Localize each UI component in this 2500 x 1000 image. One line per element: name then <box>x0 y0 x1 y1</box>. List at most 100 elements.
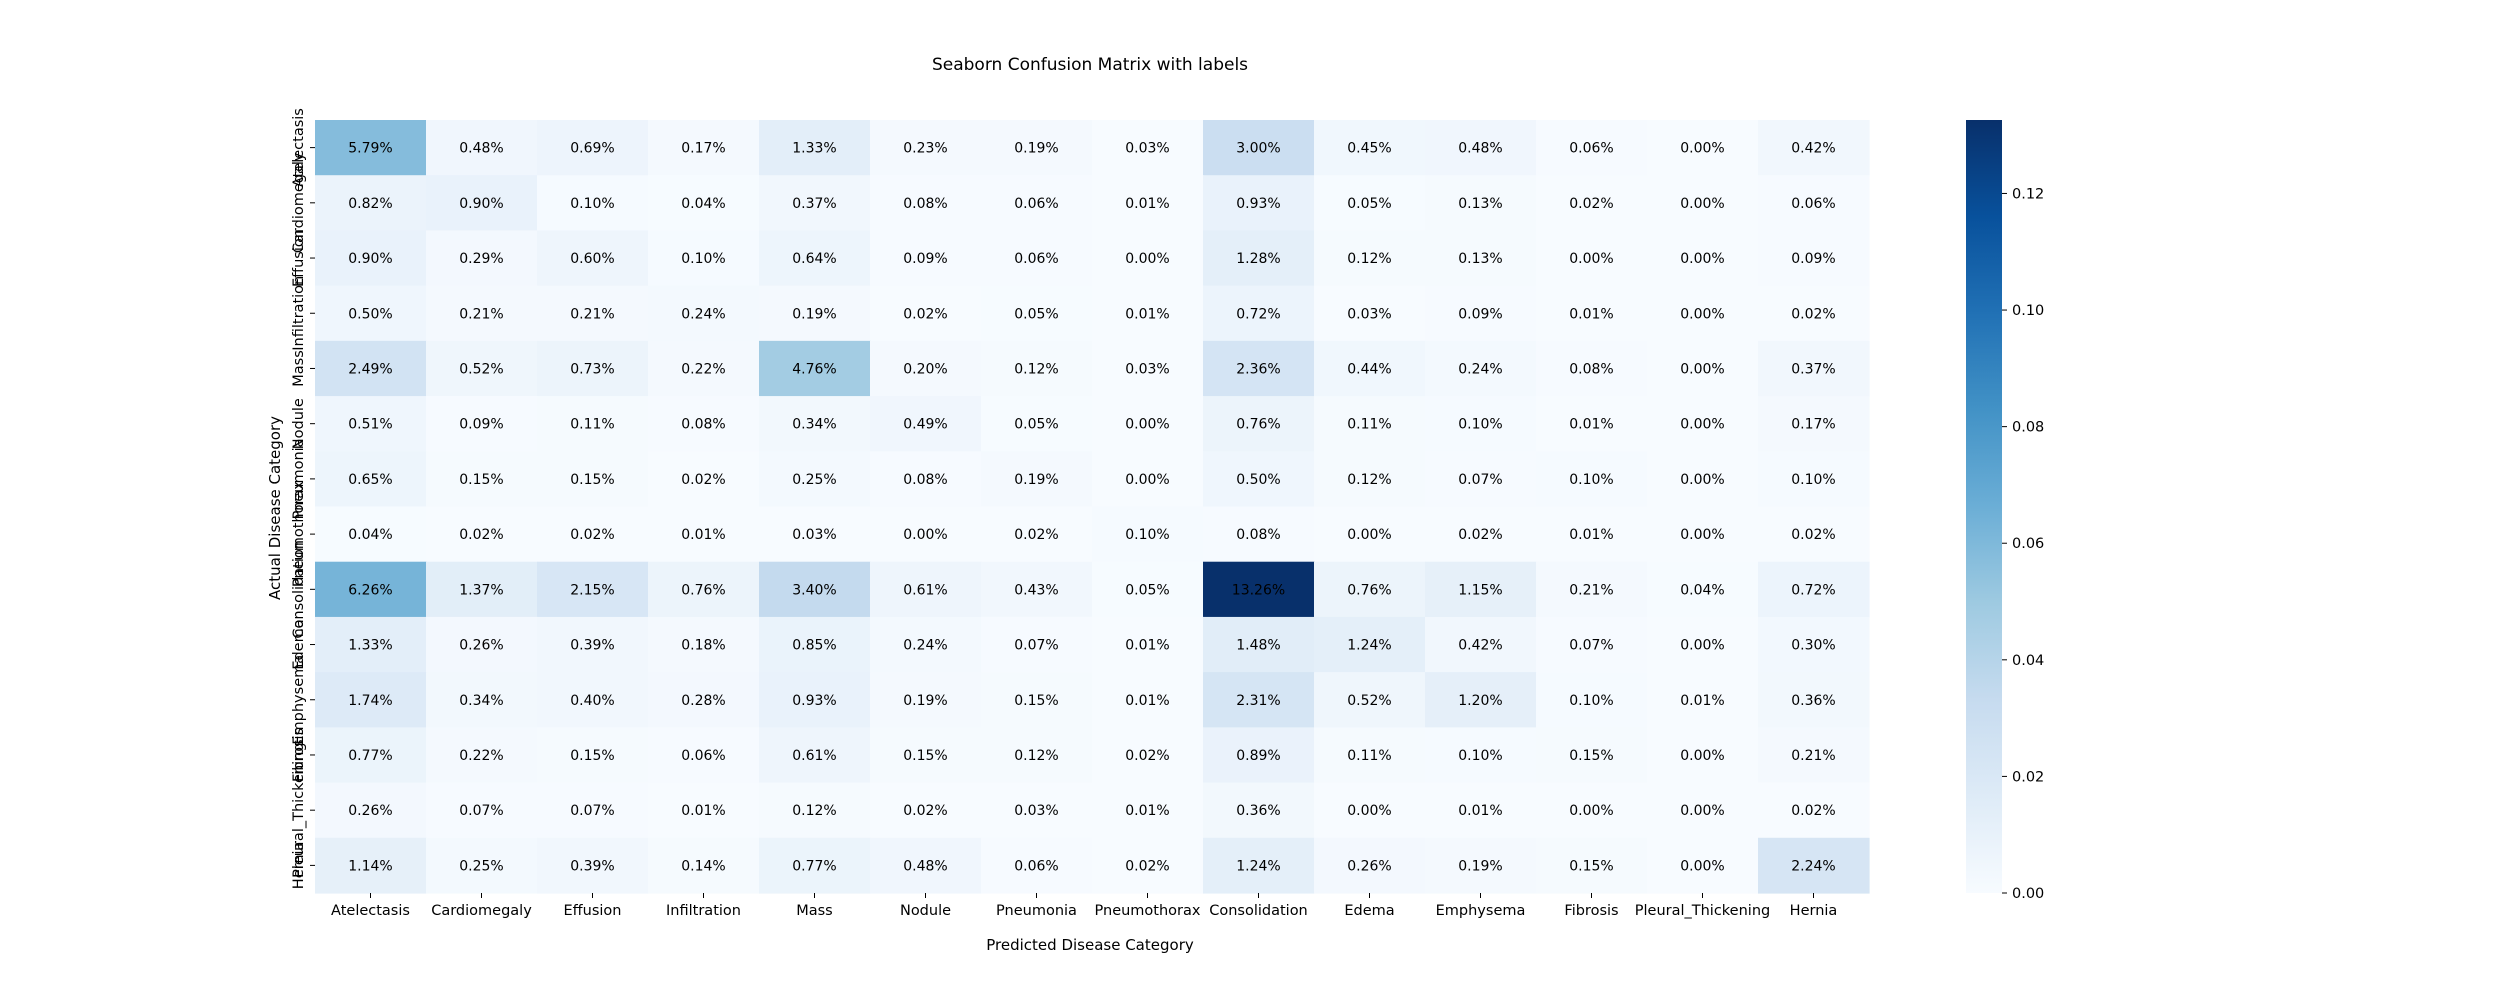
colorbar-tick-label: 0.08 <box>2012 420 2044 436</box>
heatmap-cell <box>1092 616 1204 673</box>
heatmap-cell <box>1425 561 1537 618</box>
heatmap-cell <box>1203 451 1315 508</box>
cell-value-label: 0.02% <box>459 527 503 543</box>
heatmap-cell <box>315 727 427 784</box>
heatmap-cell <box>315 396 427 452</box>
heatmap-cell <box>759 782 871 839</box>
cell-value-label: 0.07% <box>570 803 614 819</box>
heatmap-cell <box>1425 230 1537 287</box>
heatmap-cell <box>1092 120 1204 176</box>
cell-value-label: 0.61% <box>792 748 836 764</box>
heatmap-cell <box>1647 175 1759 232</box>
heatmap-cell <box>1092 175 1204 232</box>
heatmap-cell <box>1647 230 1759 287</box>
heatmap-cell <box>981 782 1093 839</box>
cell-value-label: 0.40% <box>570 693 614 709</box>
cell-value-label: 0.08% <box>1569 361 1613 377</box>
heatmap-cell <box>1647 285 1759 342</box>
y-tick-label: Hernia <box>291 842 307 890</box>
cell-value-label: 0.03% <box>792 527 836 543</box>
cell-value-label: 0.48% <box>459 141 503 157</box>
cell-value-label: 0.04% <box>1680 582 1724 598</box>
cell-value-label: 0.23% <box>903 141 947 157</box>
cell-value-label: 1.37% <box>459 582 503 598</box>
cell-value-label: 6.26% <box>348 582 392 598</box>
x-tick-label: Mass <box>796 903 833 919</box>
y-tick-label: Pneumonia <box>291 438 307 519</box>
cell-value-label: 0.93% <box>1236 196 1280 212</box>
cell-value-label: 0.26% <box>459 638 503 654</box>
heatmap-cell <box>1647 396 1759 452</box>
y-axis-ticks: AtelectasisCardiomegalyEffusionInfiltrat… <box>291 108 315 889</box>
heatmap-cell <box>537 285 649 342</box>
cell-value-label: 1.14% <box>348 858 392 874</box>
heatmap-cell <box>1203 672 1315 728</box>
cell-value-label: 0.10% <box>1569 472 1613 488</box>
heatmap-cell <box>870 230 982 287</box>
heatmap-cell <box>1092 672 1204 728</box>
cell-value-label: 3.00% <box>1236 141 1280 157</box>
cell-value-label: 0.00% <box>1569 803 1613 819</box>
cell-value-label: 0.04% <box>681 196 725 212</box>
cell-value-label: 0.49% <box>903 417 947 433</box>
heatmap-cell <box>870 727 982 784</box>
heatmap-cell <box>870 175 982 232</box>
cell-value-label: 2.15% <box>570 582 614 598</box>
heatmap-cell <box>870 285 982 342</box>
heatmap-cell <box>1647 506 1759 563</box>
cell-value-label: 0.45% <box>1347 141 1391 157</box>
cell-value-label: 0.14% <box>681 858 725 874</box>
colorbar-tick-label: 0.04 <box>2012 653 2044 669</box>
cell-value-label: 0.24% <box>903 638 947 654</box>
cell-value-label: 0.42% <box>1791 141 1835 157</box>
y-tick-label: Nodule <box>291 398 307 449</box>
cell-value-label: 0.13% <box>1458 196 1502 212</box>
cell-value-label: 0.34% <box>792 417 836 433</box>
heatmap-cell <box>1536 396 1648 452</box>
cell-value-label: 1.74% <box>348 693 392 709</box>
heatmap-cell <box>1425 285 1537 342</box>
cell-value-label: 2.24% <box>1791 858 1835 874</box>
heatmap-cell <box>759 120 871 176</box>
cell-value-label: 0.29% <box>459 251 503 267</box>
cell-value-label: 0.10% <box>1125 527 1169 543</box>
cell-value-label: 0.44% <box>1347 361 1391 377</box>
y-tick-label: Mass <box>291 350 307 387</box>
heatmap-cell <box>870 396 982 452</box>
cell-value-label: 0.28% <box>681 693 725 709</box>
heatmap-cell <box>1314 396 1426 452</box>
cell-value-label: 0.77% <box>348 748 392 764</box>
heatmap-cell <box>1314 727 1426 784</box>
cell-value-label: 0.12% <box>1014 748 1058 764</box>
cell-value-label: 0.00% <box>1680 472 1724 488</box>
cell-value-label: 0.21% <box>459 306 503 322</box>
cell-value-label: 0.07% <box>1014 638 1058 654</box>
heatmap-cell <box>1647 451 1759 508</box>
cell-value-label: 1.24% <box>1347 638 1391 654</box>
y-tick-label: Cardiomegaly <box>291 152 307 253</box>
heatmap-cell <box>870 561 982 618</box>
heatmap-cell <box>1647 561 1759 618</box>
cell-value-label: 0.06% <box>681 748 725 764</box>
heatmap-cell <box>1536 340 1648 397</box>
cell-value-label: 0.82% <box>348 196 392 212</box>
cell-value-label: 0.03% <box>1014 803 1058 819</box>
heatmap-cell <box>1425 616 1537 673</box>
cell-value-label: 0.01% <box>1680 693 1724 709</box>
heatmap-cell <box>1092 230 1204 287</box>
cell-value-label: 0.36% <box>1791 693 1835 709</box>
heatmap-cell <box>537 230 649 287</box>
heatmap-cell <box>1536 616 1648 673</box>
cell-value-label: 0.00% <box>1347 527 1391 543</box>
cell-value-label: 0.09% <box>903 251 947 267</box>
cell-value-label: 0.00% <box>1347 803 1391 819</box>
cell-value-label: 0.02% <box>903 803 947 819</box>
cell-value-label: 0.19% <box>903 693 947 709</box>
cell-value-label: 0.19% <box>792 306 836 322</box>
cell-value-label: 1.24% <box>1236 858 1280 874</box>
heatmap-cell <box>1758 175 1870 232</box>
heatmap-cell <box>1314 506 1426 563</box>
heatmap-cell <box>1203 506 1315 563</box>
cell-value-label: 0.76% <box>1236 417 1280 433</box>
